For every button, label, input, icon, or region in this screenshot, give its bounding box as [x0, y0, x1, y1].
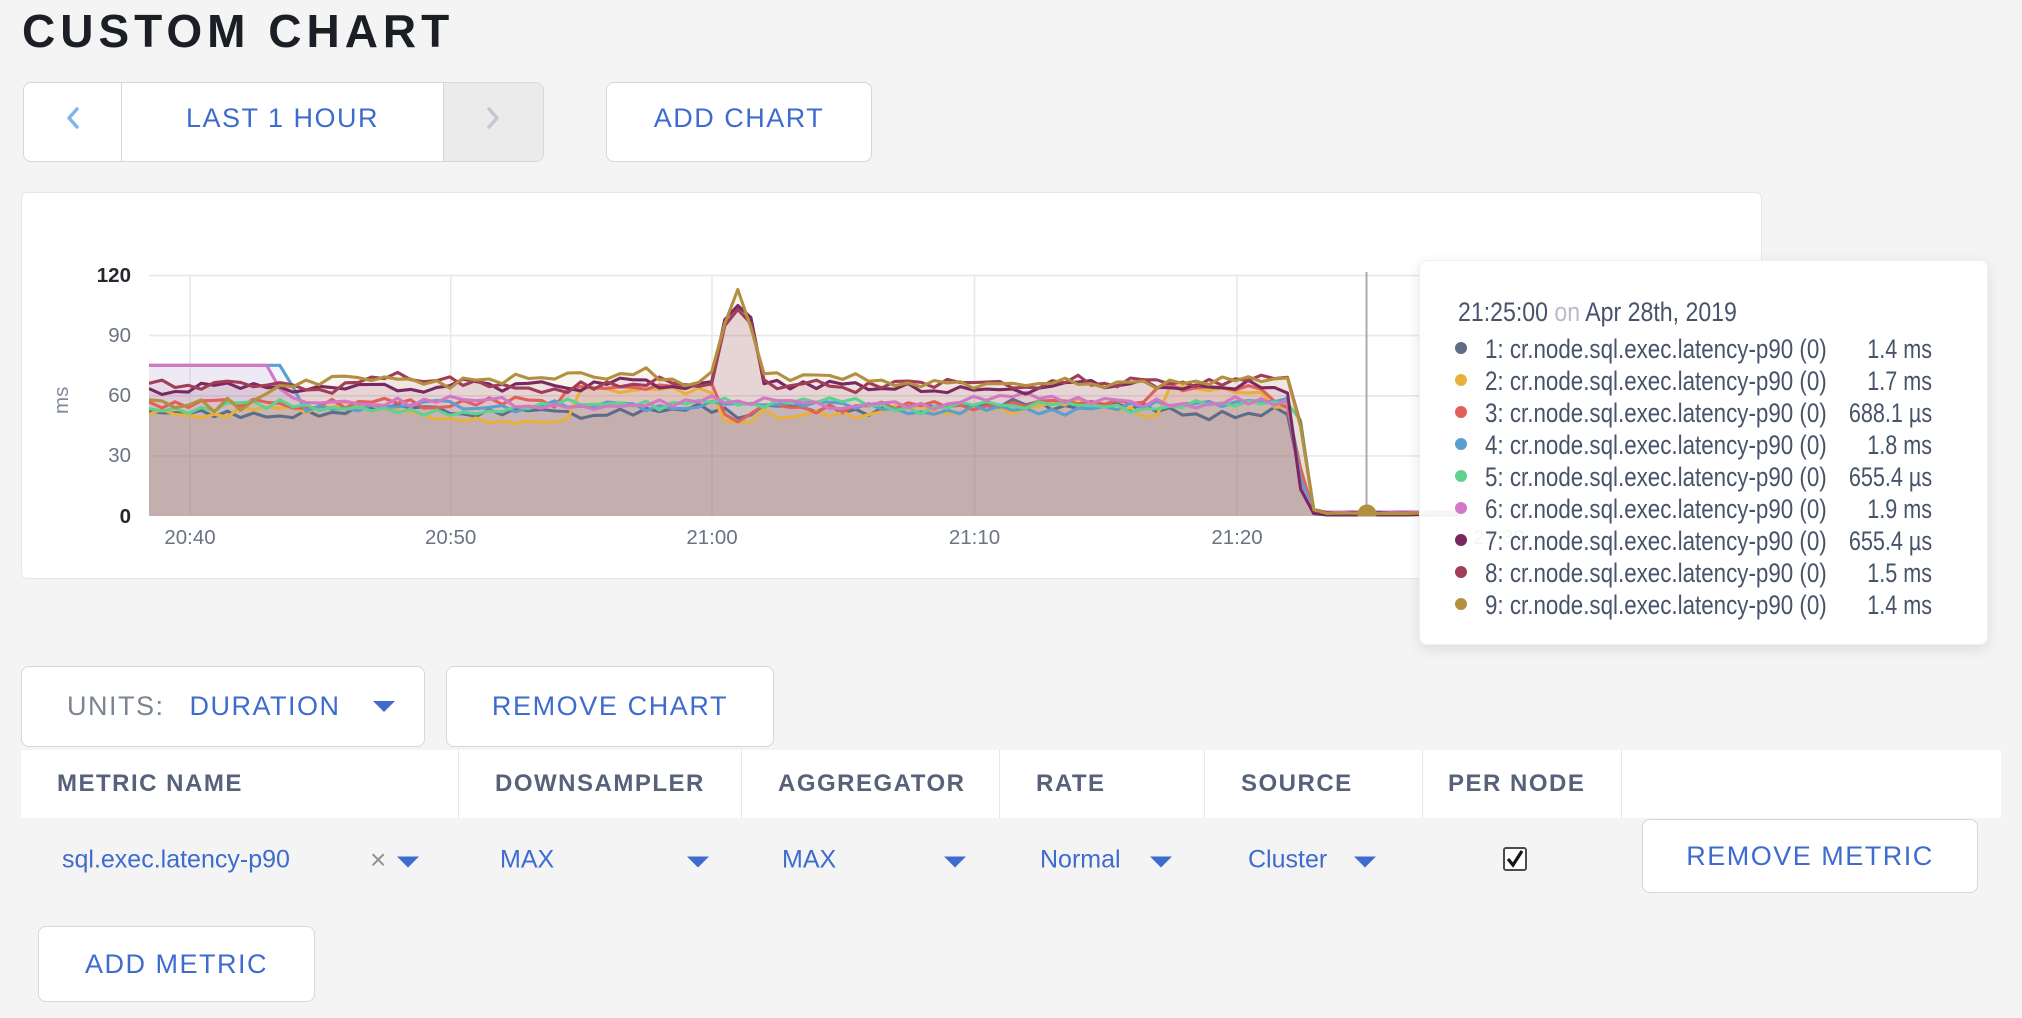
svg-text:0: 0	[120, 505, 131, 528]
svg-text:20:50: 20:50	[425, 526, 476, 549]
svg-text:60: 60	[108, 384, 131, 407]
svg-text:120: 120	[97, 264, 131, 287]
svg-text:90: 90	[108, 324, 131, 347]
svg-text:21:00: 21:00	[686, 526, 737, 549]
svg-text:20:40: 20:40	[164, 526, 215, 549]
svg-text:21:20: 21:20	[1211, 526, 1262, 549]
svg-text:ms: ms	[50, 387, 73, 414]
svg-text:21:10: 21:10	[949, 526, 1000, 549]
svg-text:30: 30	[108, 444, 131, 467]
